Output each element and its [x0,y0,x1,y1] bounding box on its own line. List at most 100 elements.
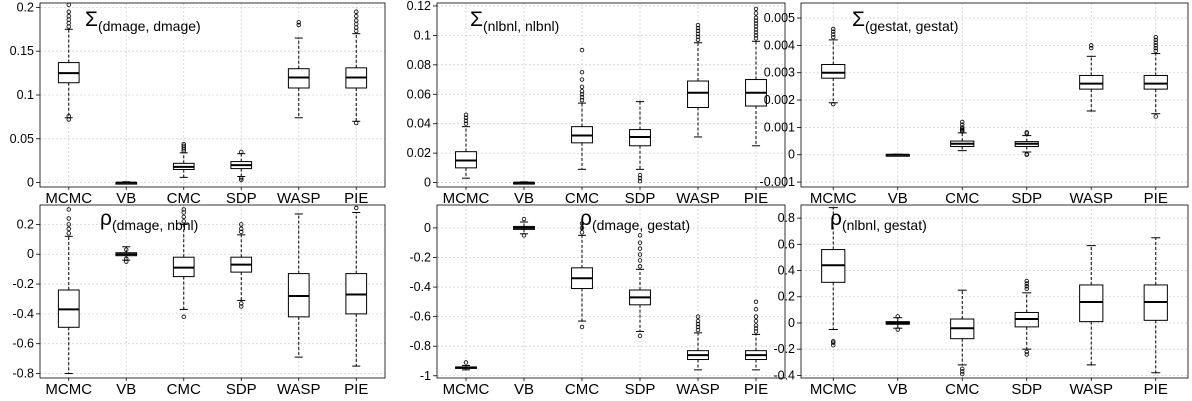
outlier-point [753,299,759,305]
outlier-point [895,314,900,319]
outlier-point [753,314,759,319]
outlier-point [239,304,244,309]
x-tick-label: PIE [1144,190,1168,207]
outlier-point [695,34,701,40]
outlier-point [181,207,186,212]
x-tick-label: MCMC [810,381,857,398]
boxplot-sdp [629,233,651,339]
outlier-point [1024,278,1029,284]
x-tick-label: MCMC [810,190,857,207]
y-tick-label: 0 [27,176,34,190]
y-tick-label: -0.2 [773,342,795,356]
y-tick-label: 0.15 [10,44,34,58]
boxplot-wasp [687,314,709,371]
boxplot-mcmc [455,360,477,371]
outlier-point [181,143,186,149]
y-tick-label: 0.002 [764,93,795,107]
boxplot-vb [885,314,910,332]
x-tick-label: WASP [1069,190,1113,207]
outlier-point [753,36,759,41]
y-tick-label: 0.06 [407,87,431,101]
outlier-point [695,321,701,327]
x-tick-label: VB [116,190,136,207]
y-tick-label: -0.8 [12,367,34,381]
x-tick-label: WASP [277,190,321,207]
x-tick-label: PIE [1144,381,1168,398]
x-tick-label: CMC [565,190,599,207]
plot-frame [436,204,786,379]
outlier-point [637,264,643,269]
plot-frame [800,2,1189,188]
boxplot-cmc [950,119,975,152]
boxplot-pie [745,6,767,147]
y-tick-label: -0.6 [409,310,431,324]
plot-frame [39,204,386,379]
outlier-point [354,9,359,14]
y-tick-label: -0.4 [409,280,431,294]
outlier-point [1024,130,1029,135]
panel-title: Σ(nlbnl, nlbnl) [470,8,559,34]
panel-4: -0.8 -0.6 -0.4 -0.2 0 0.2 MCMC VB CMC SDP WASP PIE ρ… [12,204,386,398]
boxplot-mcmc [57,207,80,375]
outlier-point [521,233,527,238]
boxplot-sdp [1014,130,1039,157]
boxplot-cmc [571,221,593,330]
outlier-point [753,15,759,20]
outlier-point [831,29,836,34]
outlier-point [753,24,759,29]
y-tick-label: 0.02 [407,146,431,160]
outlier-point [831,32,836,37]
boxplot-wasp [287,20,310,119]
outlier-point [463,121,469,126]
outlier-point [637,252,643,257]
outlier-point [637,175,643,181]
outlier-point [239,229,244,235]
outlier-point [354,18,359,23]
outlier-point [753,33,759,38]
outlier-point [753,307,759,312]
outlier-point [66,113,71,119]
outlier-point [66,226,71,232]
plot-frame [800,204,1189,379]
outlier-point [66,231,71,236]
boxplot-mcmc [57,2,80,122]
x-tick-label: SDP [1011,381,1042,398]
boxplot-cmc [950,289,975,377]
outlier-point [579,92,585,97]
x-tick-label: PIE [344,381,368,398]
title-subscript: (gestat, gestat) [865,18,958,34]
title-subscript: (dmage, gestat) [592,217,690,233]
outlier-point [1024,349,1029,354]
x-tick-label: SDP [625,190,656,207]
outlier-point [181,214,186,220]
x-tick-label: VB [514,190,534,207]
outlier-point [637,173,643,178]
outlier-point [1153,48,1158,54]
boxplot-pie [345,205,368,367]
outlier-point [296,22,301,28]
outlier-point [1153,114,1158,119]
outlier-point [637,258,643,263]
outlier-point [296,20,301,25]
outlier-point [463,360,469,365]
x-tick-label: WASP [676,190,720,207]
outlier-point [239,149,244,155]
outlier-point [695,25,701,31]
outlier-point [66,2,71,7]
outlier-point [1089,43,1094,48]
title-subscript: (dmage, nbnl) [112,217,198,233]
outlier-point [579,221,585,226]
outlier-point [66,216,71,221]
outlier-point [695,28,701,34]
outlier-point [579,324,585,330]
y-tick-label: -0.2 [12,277,34,291]
outlier-point [1153,40,1158,45]
outlier-point [695,324,701,330]
y-tick-label: 0.12 [407,0,431,13]
y-tick-label: 0.003 [764,66,795,80]
outlier-point [579,47,585,53]
x-tick-label: WASP [1069,381,1113,398]
y-tick-label: -0.2 [409,250,431,264]
title-symbol: Σ [85,8,98,31]
outlier-point [1089,45,1094,51]
